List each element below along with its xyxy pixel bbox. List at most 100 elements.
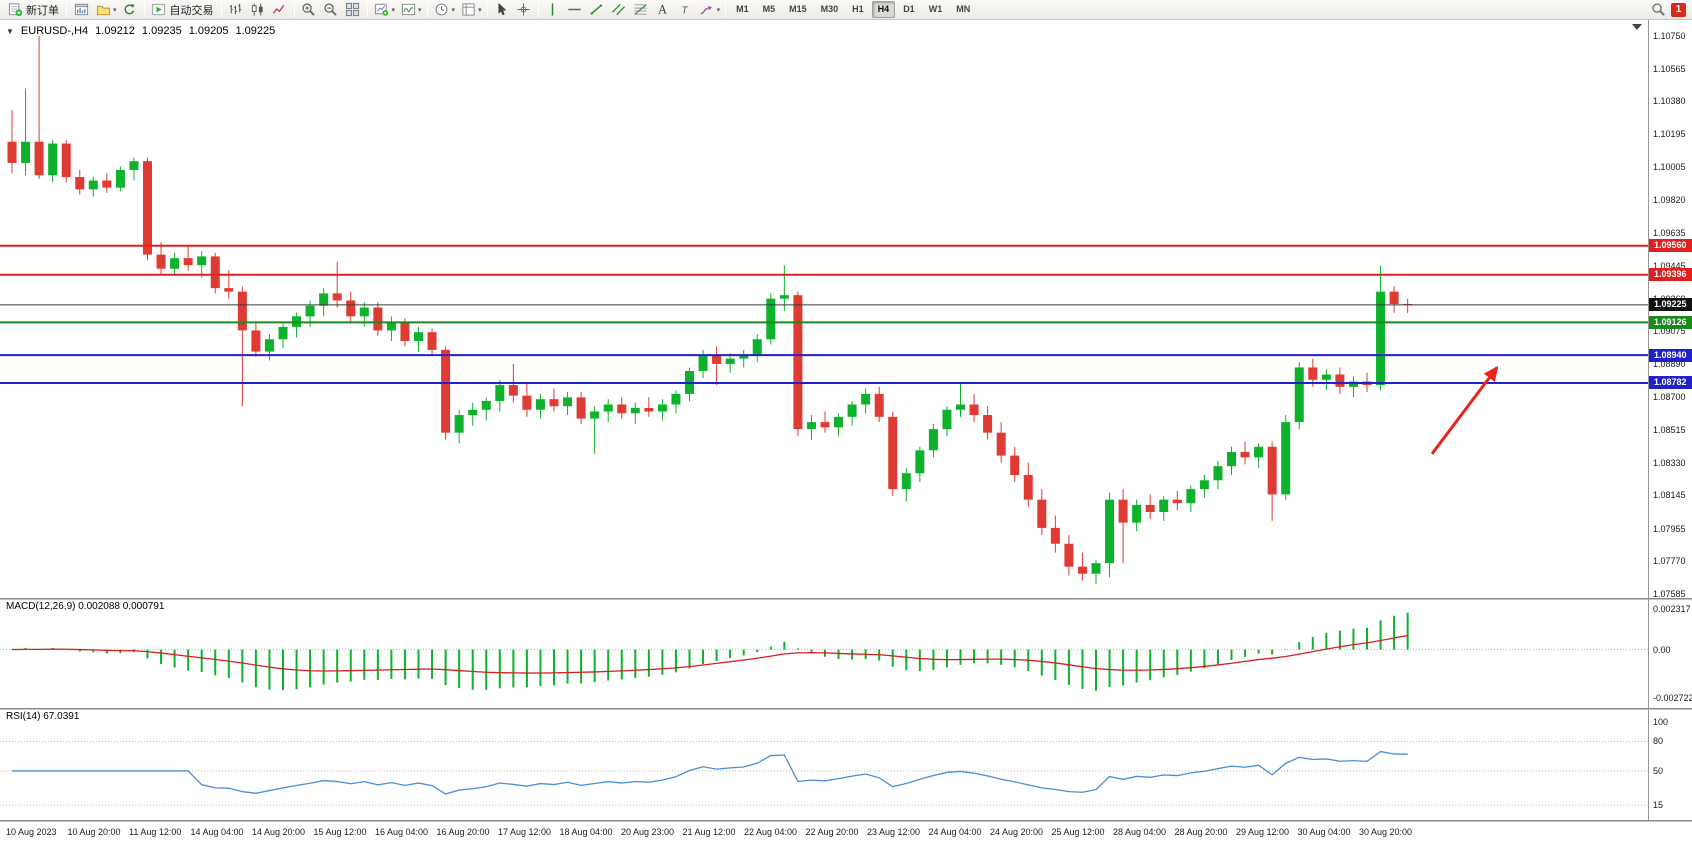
svg-text:A: A [658, 3, 667, 17]
timeframe-m1-button[interactable]: M1 [736, 4, 749, 14]
macd-signal-line [11, 634, 1408, 674]
fibonacci-button[interactable] [630, 1, 652, 19]
crosshair-button[interactable] [513, 1, 535, 19]
ohlc-close: 1.09225 [235, 25, 276, 37]
timeframe-w1-button[interactable]: W1 [928, 4, 943, 14]
text-label-button[interactable]: T [674, 1, 696, 19]
text-button[interactable]: A [652, 1, 674, 19]
candle-body [1091, 563, 1101, 574]
macd-label: MACD(12,26,9) 0.002088 0.000791 [6, 601, 165, 612]
candle-body [481, 400, 491, 410]
indicators-button[interactable]: ▾ [397, 1, 424, 19]
candle-body [21, 141, 31, 163]
candle-body [590, 411, 600, 419]
candle-body [1118, 499, 1128, 523]
time-axis-label: 22 Aug 04:00 [744, 827, 798, 837]
tile-windows-button[interactable] [342, 1, 364, 19]
candle-body [319, 293, 329, 306]
timeframe-h4-button[interactable]: H4 [871, 1, 896, 18]
macd-axis-label: 0.002317 [1653, 603, 1691, 614]
candle-body [156, 254, 166, 269]
time-axis-label: 30 Aug 04:00 [1297, 827, 1351, 837]
price-axis-label: 1.10380 [1653, 96, 1686, 107]
new-chart-button[interactable]: ▾ [371, 1, 398, 19]
templates-button[interactable]: ▾ [457, 1, 484, 19]
resistance-line-2-badge: 1.09396 [1649, 268, 1692, 282]
zoom-out-button[interactable] [320, 1, 342, 19]
timeframe-d1-button[interactable]: D1 [903, 4, 915, 14]
chart-shift-marker-icon[interactable] [1632, 24, 1642, 30]
vertical-line-button[interactable] [542, 1, 564, 19]
notification-badge[interactable]: 1 [1671, 2, 1686, 17]
support-line-green-badge: 1.09126 [1649, 315, 1692, 329]
timeframe-mn-button[interactable]: MN [956, 4, 971, 14]
toolbar-separator [725, 2, 727, 17]
new-order-button[interactable]: 新订单 [4, 1, 63, 19]
time-axis-label: 15 Aug 12:00 [313, 827, 367, 837]
timeframe-m5-button[interactable]: M5 [762, 4, 776, 14]
candle-body [1348, 381, 1358, 387]
panel-separator-macd-rsi[interactable] [0, 708, 1692, 710]
chevron-down-icon: ▾ [716, 6, 721, 14]
equidistant-channel-button[interactable] [608, 1, 630, 19]
candle-body [197, 256, 207, 266]
candle-body [1294, 367, 1304, 423]
candlestick-series [7, 36, 1413, 585]
arrows-button[interactable]: ▾ [696, 1, 723, 19]
rsi-axis-label: 50 [1653, 765, 1664, 776]
candle-body [766, 298, 776, 340]
candle-body [1037, 499, 1047, 528]
cursor-icon [493, 2, 511, 18]
candle-body [332, 293, 342, 301]
candlestick-mode-button[interactable] [247, 1, 269, 19]
support-line-blue-2-badge: 1.08782 [1649, 376, 1692, 390]
current-price-line-badge: 1.09225 [1649, 298, 1692, 312]
svg-text:T: T [681, 5, 688, 16]
candle-body [1376, 291, 1386, 386]
timeframe-m30-button[interactable]: M30 [820, 4, 839, 14]
candle-body [915, 450, 925, 474]
new-order-icon [6, 2, 24, 18]
candlestick-icon [249, 2, 267, 18]
price-axis-label: 1.08330 [1653, 457, 1686, 468]
candle-body [48, 143, 58, 176]
line-chart-mode-button[interactable] [269, 1, 291, 19]
ohlc-high: 1.09235 [141, 25, 182, 37]
refresh-button[interactable] [119, 1, 141, 19]
candle-body [373, 307, 383, 331]
chevron-down-icon: ▾ [478, 6, 482, 14]
candle-body [441, 349, 451, 433]
trend-arrow[interactable] [1430, 365, 1499, 455]
profiles-button[interactable]: ▾ [92, 1, 119, 19]
cursor-button[interactable] [491, 1, 513, 19]
line-chart-icon [271, 2, 289, 18]
timeframe-h1-button[interactable]: H1 [852, 4, 864, 14]
zoom-in-button[interactable] [298, 1, 320, 19]
autotrading-button[interactable]: 自动交易 [148, 1, 218, 19]
new-chart-icon [373, 2, 391, 18]
play-icon [150, 2, 168, 18]
candle-body [1145, 504, 1155, 513]
toolbar-separator [426, 2, 428, 17]
horizontal-lines[interactable] [0, 244, 1648, 384]
candle-body [224, 288, 234, 292]
toolbar-separator [537, 2, 539, 17]
ohlc-open: 1.09212 [95, 25, 135, 37]
timeframe-m15-button[interactable]: M15 [789, 4, 807, 14]
panel-separator-rsi-time[interactable] [0, 820, 1692, 822]
panel-separator-price-macd[interactable] [0, 598, 1692, 600]
price-axis-label: 1.08145 [1653, 490, 1686, 501]
trendline-button[interactable] [586, 1, 608, 19]
candle-body [346, 300, 356, 317]
bar-chart-mode-button[interactable] [225, 1, 247, 19]
periods-button[interactable]: ▾ [431, 1, 458, 19]
chart-window-button[interactable] [70, 1, 92, 19]
text-icon: A [654, 2, 672, 18]
candle-body [143, 161, 152, 255]
candle-body [1335, 374, 1345, 387]
horizontal-line-button[interactable] [564, 1, 586, 19]
search-icon[interactable] [1649, 2, 1667, 18]
crosshair-icon [515, 2, 533, 18]
candle-body [1172, 499, 1182, 504]
